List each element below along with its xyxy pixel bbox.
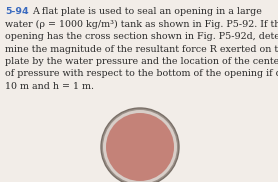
Text: of pressure with respect to the bottom of the opening if d =: of pressure with respect to the bottom o…: [5, 70, 278, 78]
Text: 5-94: 5-94: [5, 7, 29, 16]
Text: 10 m and h = 1 m.: 10 m and h = 1 m.: [5, 82, 94, 91]
Text: mine the magnitude of the resultant force R exerted on the: mine the magnitude of the resultant forc…: [5, 45, 278, 54]
Circle shape: [103, 110, 177, 182]
Circle shape: [101, 108, 179, 182]
Text: plate by the water pressure and the location of the center: plate by the water pressure and the loca…: [5, 57, 278, 66]
Text: water (ρ = 1000 kg/m³) tank as shown in Fig. P5-92. If the: water (ρ = 1000 kg/m³) tank as shown in …: [5, 19, 278, 29]
Text: opening has the cross section shown in Fig. P5-92d, deter-: opening has the cross section shown in F…: [5, 32, 278, 41]
Text: A flat plate is used to seal an opening in a large: A flat plate is used to seal an opening …: [32, 7, 262, 16]
Circle shape: [106, 113, 174, 181]
